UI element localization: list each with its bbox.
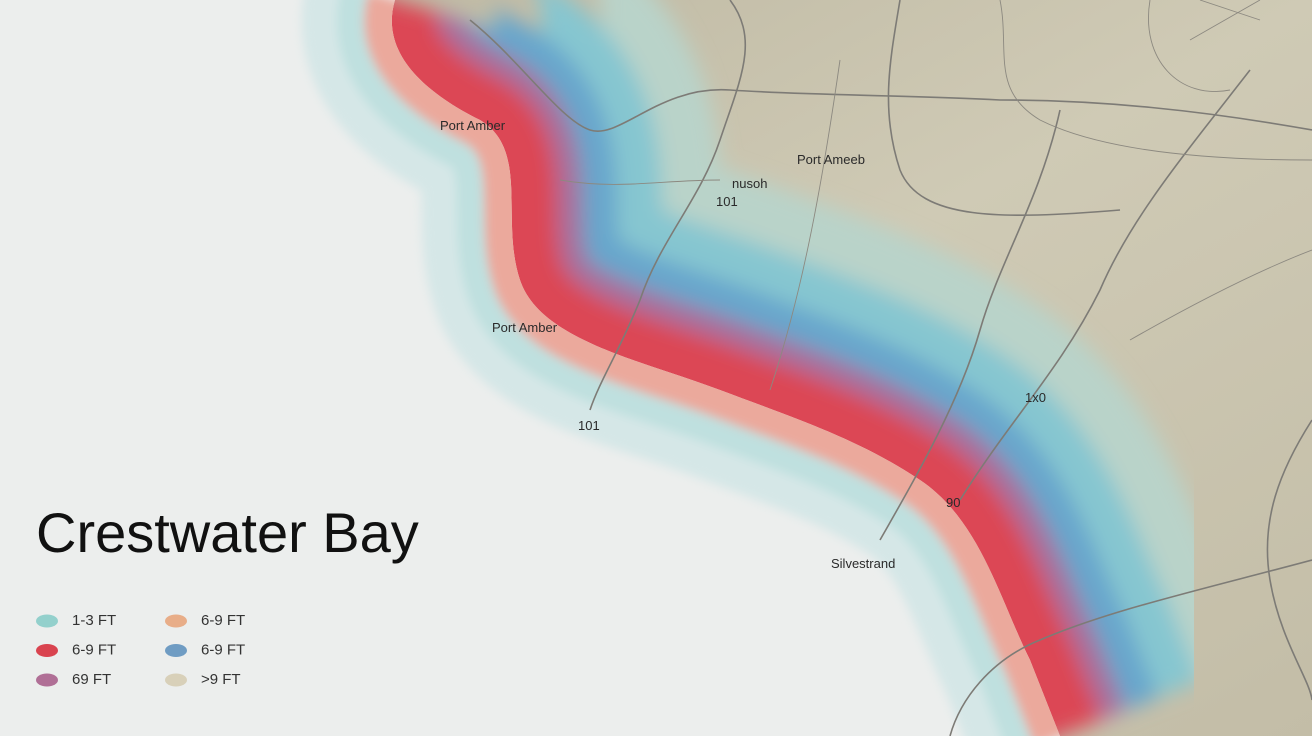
legend-swatch [36, 673, 58, 687]
place-labels: Port Amber Port Ameeb nusoh 101 Port Amb… [440, 118, 1046, 571]
map-title: Crestwater Bay [36, 501, 419, 564]
legend-label: 6-9 FT [72, 641, 116, 658]
legend-label: 69 FT [72, 671, 111, 688]
place-label: 1x0 [1025, 390, 1046, 405]
legend-label: 6-9 FT [201, 612, 245, 629]
legend: 1-3 FT 6-9 FT 6-9 FT 6-9 FT 69 FT >9 FT [36, 612, 245, 688]
legend-swatch [36, 644, 58, 657]
place-label: 90 [946, 495, 960, 510]
place-label: Port Ameeb [797, 152, 865, 167]
legend-swatch [165, 644, 187, 657]
legend-label: >9 FT [201, 671, 241, 688]
legend-swatch [165, 673, 187, 687]
legend-label: 1-3 FT [72, 612, 116, 629]
place-label: 101 [716, 194, 738, 209]
roads [469, 0, 1312, 736]
place-label: Silvestrand [831, 556, 895, 571]
place-label: 101 [578, 418, 600, 433]
legend-swatch [165, 614, 187, 628]
legend-swatch [36, 614, 58, 628]
place-label: Port Amber [492, 320, 558, 335]
place-label: nusoh [732, 176, 767, 191]
place-label: Port Amber [440, 118, 506, 133]
legend-label: 6-9 FT [201, 641, 245, 658]
